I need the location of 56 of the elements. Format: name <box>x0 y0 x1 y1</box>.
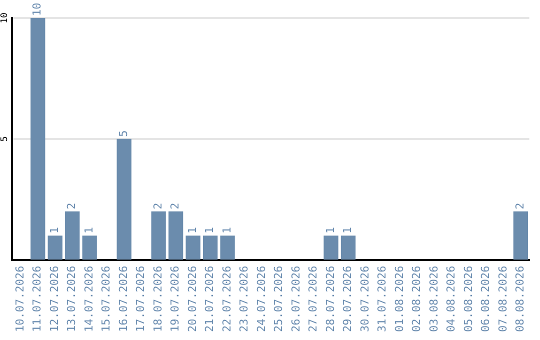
bar <box>65 211 80 260</box>
bar <box>30 18 46 260</box>
x-tick-label: 30.07.2026 <box>358 266 372 332</box>
bar <box>324 236 338 260</box>
x-tick-label: 19.07.2026 <box>168 266 182 332</box>
data-label: 1 <box>203 226 216 234</box>
data-label: 1 <box>48 226 61 234</box>
x-tick-label: 28.07.2026 <box>324 266 337 332</box>
bar <box>340 236 356 260</box>
x-tick-label: 23.07.2026 <box>238 266 251 332</box>
data-label: 2 <box>65 202 78 210</box>
data-label: 2 <box>514 202 527 210</box>
data-label: 10 <box>30 2 44 16</box>
x-tick-label: 14.07.2026 <box>82 266 96 332</box>
bar <box>48 236 62 260</box>
x-tick-label: 27.07.2026 <box>306 266 320 332</box>
data-label: 1 <box>341 226 354 234</box>
x-tick-label: 11.07.2026 <box>30 266 44 332</box>
x-tick-label: 16.07.2026 <box>116 266 130 332</box>
data-label: 5 <box>116 130 130 137</box>
data-label: 1 <box>324 226 337 234</box>
x-tick-label: 08.08.2026 <box>514 266 527 332</box>
x-tick-label: 26.07.2026 <box>289 266 302 332</box>
x-tick-label: 02.08.2026 <box>410 266 424 332</box>
x-tick-label: 24.07.2026 <box>254 266 268 332</box>
x-tick-label: 01.08.2026 <box>392 266 406 332</box>
x-tick-label: 15.07.2026 <box>100 266 113 332</box>
data-label: 1 <box>82 226 96 234</box>
x-tick-label: 10.07.2026 <box>13 266 26 332</box>
x-tick-label: 25.07.2026 <box>272 266 286 332</box>
x-tick-label: 04.08.2026 <box>444 266 458 332</box>
x-tick-label: 18.07.2026 <box>151 266 164 332</box>
x-tick-label: 12.07.2026 <box>48 266 61 332</box>
x-tick-label: 22.07.2026 <box>220 266 234 332</box>
x-tick-label: 31.07.2026 <box>376 266 389 332</box>
bar <box>82 236 97 260</box>
data-label: 2 <box>168 202 182 210</box>
x-tick-label: 05.08.2026 <box>462 266 475 332</box>
x-tick-label: 07.08.2026 <box>496 266 510 332</box>
data-label: 1 <box>220 226 234 234</box>
x-tick-label: 17.07.2026 <box>134 266 148 332</box>
x-tick-label: 29.07.2026 <box>341 266 354 332</box>
bar <box>168 211 184 260</box>
x-tick-label: 20.07.2026 <box>186 266 199 332</box>
bar <box>202 236 218 260</box>
x-tick-label: 13.07.2026 <box>65 266 78 332</box>
bar <box>151 211 166 260</box>
x-tick-label: 06.08.2026 <box>479 266 492 332</box>
x-tick-label: 21.07.2026 <box>203 266 216 332</box>
bar <box>220 236 235 260</box>
data-label: 1 <box>186 226 199 234</box>
bar <box>513 211 528 260</box>
x-tick-label: 03.08.2026 <box>427 266 440 332</box>
bar <box>116 138 132 260</box>
data-label: 2 <box>151 202 164 210</box>
bar <box>186 236 200 260</box>
